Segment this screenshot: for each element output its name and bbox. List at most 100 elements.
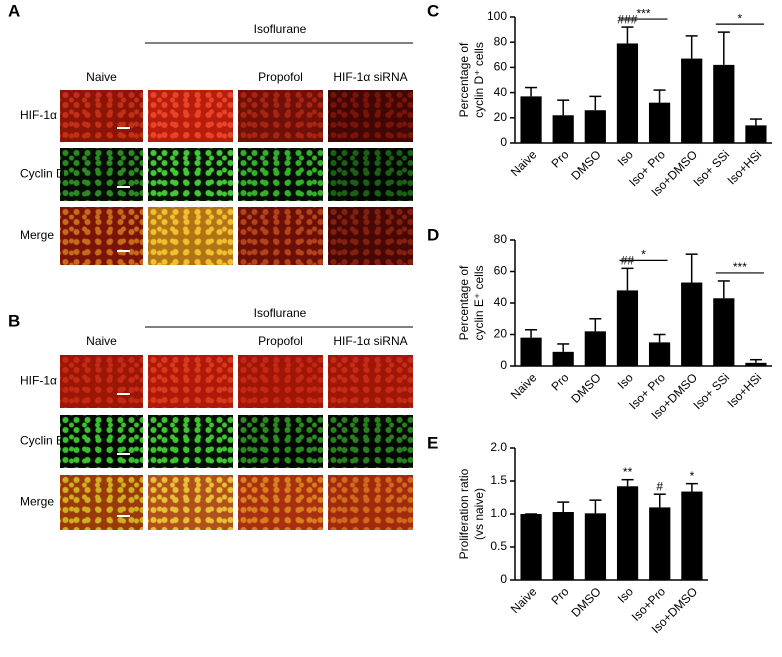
panel-letter: E [427,433,438,452]
panel-letter: A [8,1,20,20]
bar [616,290,639,366]
significance: *** [636,6,650,20]
panel-letter: B [8,311,20,330]
micrograph [238,90,323,142]
significance: * [690,469,695,483]
significance: *** [733,260,747,274]
bar [681,282,703,366]
bar [520,337,542,366]
x-tick-label: Iso+HSi [724,147,764,187]
x-tick-label: Iso [615,370,636,391]
significance: ** [623,465,633,479]
micrograph [328,355,413,408]
y-tick-label: 1.0 [490,506,507,520]
panel-letter: D [427,225,439,244]
y-axis-label: (vs naive) [472,488,486,540]
x-tick-label: Pro [549,584,572,607]
bar [713,298,735,366]
column-label: Propofol [258,70,303,84]
y-axis-label: Percentage of [457,42,471,117]
row-label: Merge [20,495,54,509]
x-tick-label: Naive [508,584,540,616]
bar [584,331,606,366]
group-header: Isoflurane [254,306,307,320]
micrograph [60,355,143,408]
bar [520,514,542,580]
micrograph [238,355,323,408]
y-tick-label: 40 [494,85,508,99]
y-tick-label: 0 [500,358,507,372]
micrograph [328,475,413,530]
y-tick-label: 20 [494,327,508,341]
row-label: HIF-1α [20,374,57,388]
y-tick-label: 20 [494,110,508,124]
y-tick-label: 100 [487,9,507,23]
bar [745,362,767,366]
column-label: Naive [86,70,117,84]
micrograph [238,475,323,530]
y-tick-label: 80 [494,232,508,246]
significance: * [738,11,743,25]
bar [745,125,767,143]
micrograph [238,207,323,265]
row-label: Cyclin E [20,434,64,448]
micrograph [148,207,233,265]
bar [552,351,574,366]
micrograph [148,355,233,408]
y-tick-label: 80 [494,34,508,48]
bar [584,513,607,580]
column-label: Propofol [258,334,303,348]
x-tick-label: Naive [508,147,540,179]
micrograph [328,90,413,142]
micrograph [148,415,233,468]
significance: # [656,479,663,493]
y-tick-label: 60 [494,264,508,278]
x-tick-label: Iso [615,147,636,168]
bar [681,58,703,143]
micrograph [238,415,323,468]
row-label: Cyclin D [20,167,65,181]
bar [616,486,639,580]
y-tick-label: 60 [494,60,508,74]
bar [649,507,671,580]
micrograph [328,148,413,201]
significance: * [641,248,646,262]
y-tick-label: 1.5 [490,473,507,487]
y-axis-label: cyclin E⁺ cells [472,265,486,340]
x-tick-label: Iso+ SSi [690,370,732,412]
y-axis-label: Percentage of [457,265,471,340]
x-tick-label: Pro [548,147,571,170]
micrograph [328,207,413,265]
bar [648,102,671,143]
x-tick-label: Iso+HSi [724,370,764,410]
y-tick-label: 0 [500,572,507,586]
y-tick-label: 2.0 [490,440,507,454]
y-axis-label: Proliferation ratio [457,468,471,559]
bar [552,115,574,143]
micrograph [148,90,233,142]
x-tick-label: Iso+ SSi [690,147,732,189]
micrograph [328,415,413,468]
x-tick-label: Pro [548,370,571,393]
x-tick-label: DMSO [568,147,603,182]
y-axis-label: cyclin D⁺ cells [472,42,486,118]
micrograph [60,415,143,468]
micrograph [238,148,323,201]
bar [552,512,574,580]
micrograph [60,148,143,201]
micrograph [60,475,143,530]
x-tick-label: DMSO [568,584,603,619]
bar [584,110,606,143]
x-tick-label: Naive [508,370,540,402]
row-label: HIF-1α [20,108,57,122]
column-label: HIF-1α siRNA [333,334,407,348]
bar [681,491,703,580]
column-label: Naive [86,334,117,348]
bar [713,64,735,143]
row-label: Merge [20,228,54,242]
micrograph [60,90,143,142]
y-tick-label: 40 [494,295,508,309]
micrograph [148,475,233,530]
